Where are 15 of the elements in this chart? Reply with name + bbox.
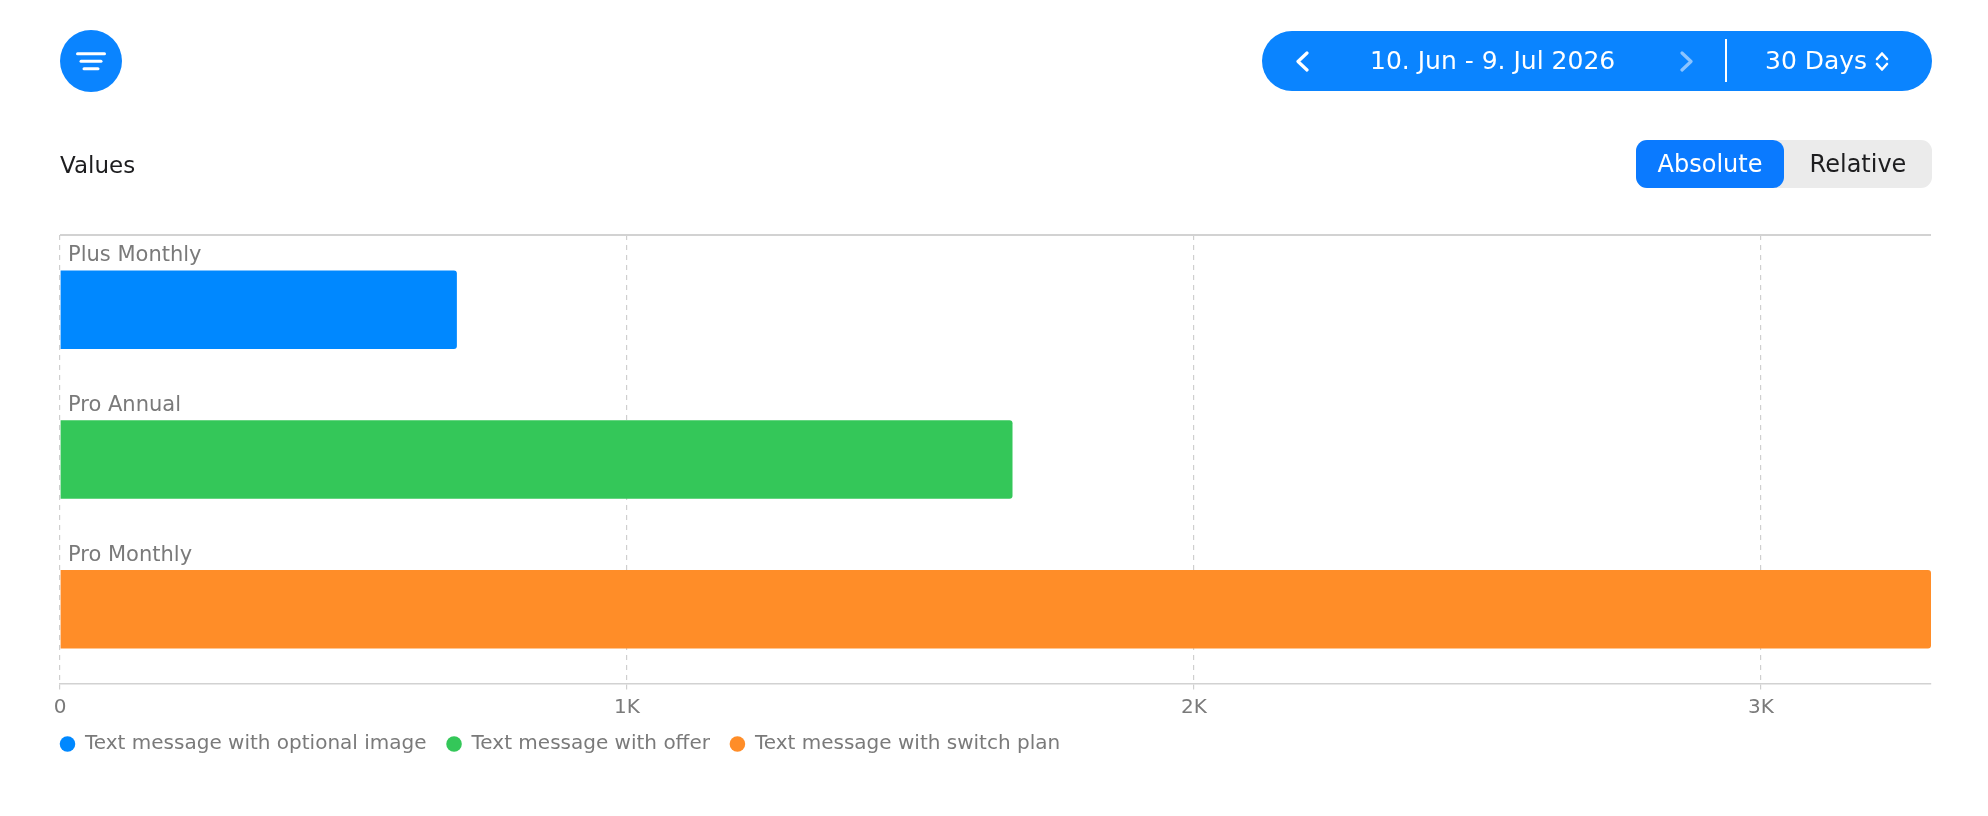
legend-label: Text message with switch plan	[753, 730, 1061, 755]
text: Relative	[1808, 149, 1908, 179]
text: Absolute	[1656, 149, 1764, 179]
chart-title: Values	[60, 151, 136, 180]
legend-label: Text message with optional image	[84, 730, 427, 755]
text: 10. Jun - 9. Jul 2026	[1370, 46, 1616, 76]
x-tick-label: 2K	[1181, 694, 1208, 719]
y-tick-label: Pro Annual	[68, 392, 181, 417]
x-tick-label: 1K	[614, 694, 641, 719]
y-tick-label: Pro Monthly	[68, 541, 193, 566]
x-tick-label: 3K	[1747, 694, 1775, 719]
legend-label: Text message with offer	[470, 730, 711, 755]
x-tick-label: 0	[53, 694, 67, 719]
text: 30 Days	[1765, 46, 1868, 76]
y-tick-label: Plus Monthly	[68, 242, 202, 267]
